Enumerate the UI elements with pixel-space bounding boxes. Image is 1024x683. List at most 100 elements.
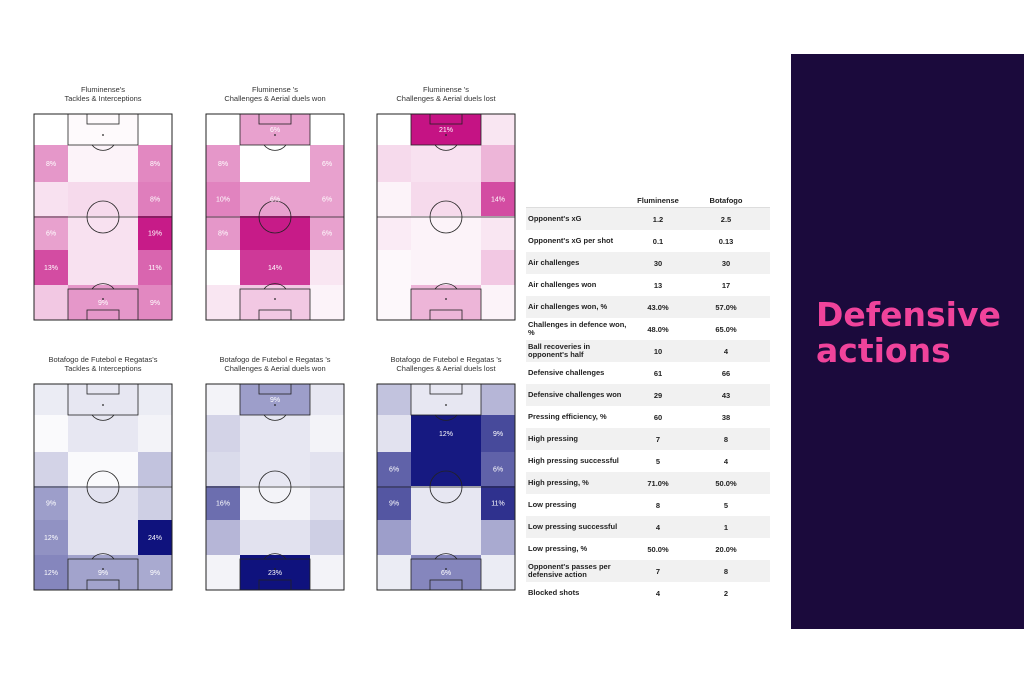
heatmap-cell [206, 384, 240, 415]
heatmap-title: Botafogo de Futebol e Regatas 's Challen… [219, 355, 331, 373]
stat-value-team-a: 4 [655, 588, 661, 598]
pitch-marking [434, 414, 458, 421]
cell-percentage-label: 6% [441, 570, 451, 577]
stat-value-team-b: 8 [723, 434, 729, 444]
stat-value-team-b: 38 [721, 412, 731, 422]
heatmap-cell [68, 114, 138, 145]
heatmap-cell [138, 285, 172, 320]
heatmap-cell [310, 384, 344, 415]
heatmap-cell [240, 285, 310, 320]
heatmap-cell [240, 520, 310, 555]
stat-label: Air challenges [528, 258, 580, 267]
cell-percentage-label: 9% [98, 300, 108, 307]
stats-row: High pressing 7 8 [526, 428, 770, 450]
heatmap-cell [138, 486, 172, 520]
stat-value-team-a: 5 [655, 456, 661, 466]
stats-rows: Opponent's xG 1.2 2.5 Opponent's xG per sho… [526, 208, 770, 604]
heatmap-cell [138, 452, 172, 486]
heatmap-title: Fluminense's Tackles & Interceptions [64, 85, 142, 103]
heatmap-pitch: Botafogo de Futebol e Regatas 's Challen… [205, 355, 345, 591]
pitch-marking [263, 283, 287, 290]
heatmap-cell [34, 486, 68, 520]
heatmap-cell [138, 555, 172, 590]
stat-value-team-b: 17 [721, 280, 731, 290]
cell-percentage-label: 11% [491, 501, 505, 508]
heatmap-cell [411, 145, 481, 182]
heatmap-cell [310, 520, 344, 555]
heatmap-cell [138, 182, 172, 216]
cell-percentage-label: 9% [98, 570, 108, 577]
stat-label: Opponent's passes per defensive action [528, 562, 611, 579]
heatmap-cell [68, 145, 138, 182]
pitch-marking [86, 113, 120, 125]
heatmap-cell [206, 415, 240, 452]
cell-percentage-label: 8% [150, 161, 160, 168]
pitch-marking [91, 283, 115, 290]
stat-label: Low pressing successful [528, 522, 618, 531]
heatmap-cell [310, 145, 344, 182]
cell-percentage-label: 8% [150, 197, 160, 204]
stat-label: High pressing [528, 434, 579, 443]
heatmap-cell [310, 182, 344, 216]
heatmap-cell [481, 145, 515, 182]
cell-percentage-label: 6% [270, 127, 280, 134]
pitch-marking [429, 113, 463, 125]
pitch-marking [434, 553, 458, 560]
heatmap-cell [34, 285, 68, 320]
pitch-svg: 8% 8% 8% 6% 19% 13% 11% 9% 9% [33, 113, 173, 321]
heatmap-cell [240, 555, 310, 590]
pitch-marking [445, 404, 447, 406]
stat-value-team-b: 50.0% [715, 478, 737, 488]
team-a-header: Fluminense [637, 196, 679, 205]
defensive-stats-table: Fluminense Botafogo Opponent's xG 1.2 2.5 O… [526, 195, 770, 604]
stat-value-team-a: 71.0% [647, 478, 669, 488]
pitch-marking [429, 309, 463, 321]
cell-percentage-label: 19% [148, 231, 162, 238]
cell-percentage-label: 16% [216, 501, 230, 508]
heatmap-cell [377, 415, 411, 452]
cell-percentage-label: 9% [150, 570, 160, 577]
pitch-marking [258, 113, 292, 125]
pitch-marking [86, 309, 120, 321]
stat-value-team-a: 7 [655, 434, 661, 444]
pitch-marking [445, 568, 447, 570]
cell-percentage-label: 6% [322, 231, 332, 238]
heatmap-cell [310, 486, 344, 520]
stats-row: Defensive challenges won 29 43 [526, 384, 770, 406]
stats-row: Defensive challenges 61 66 [526, 362, 770, 384]
heatmap-cell [34, 452, 68, 486]
stats-row: Opponent's passes per defensive action 7 8 [526, 560, 770, 582]
heatmap-pitch: Botafogo de Futebol e Regatas 's Challen… [376, 355, 516, 591]
heatmap-cell [411, 555, 481, 590]
heatmap-cell [481, 452, 515, 486]
pitch-marking [445, 134, 447, 136]
heatmap-cell [377, 250, 411, 285]
heatmap-pitch: Fluminense's Tackles & Interceptions 8% 8%… [33, 85, 173, 321]
stats-row: Air challenges won 13 17 [526, 274, 770, 296]
heatmap-cell [68, 415, 138, 452]
heatmap-cell [68, 452, 138, 486]
heatmap-cell [411, 452, 481, 486]
heatmap-cell [138, 216, 172, 250]
stat-value-team-b: 2 [723, 588, 729, 598]
heatmap-title: Botafogo de Futebol e Regatas 's Challen… [390, 355, 502, 373]
heatmap-cell [34, 555, 68, 590]
stats-header: Fluminense Botafogo [526, 195, 770, 208]
stat-value-team-b: 65.0% [715, 324, 737, 334]
section-title: Defensive actions [816, 295, 1001, 370]
cell-percentage-label: 21% [439, 127, 453, 134]
stat-label: Low pressing, % [528, 544, 588, 553]
pitch-marking [274, 568, 276, 570]
pitch-marking [102, 568, 104, 570]
heatmap-cell [34, 182, 68, 216]
heatmap-cell [377, 114, 411, 145]
stat-label: Pressing efficiency, % [528, 412, 607, 421]
cell-percentage-label: 24% [148, 535, 162, 542]
cell-percentage-label: 14% [491, 197, 505, 204]
stat-value-team-a: 7 [655, 566, 661, 576]
heatmap-cell [481, 114, 515, 145]
heatmap-pitch: Fluminense 's Challenges & Aerial duels … [376, 85, 516, 321]
stats-row: Ball recoveries in opponent's half 10 4 [526, 340, 770, 362]
stat-value-team-b: 66 [721, 368, 731, 378]
stats-row: Blocked shots 4 2 [526, 582, 770, 604]
